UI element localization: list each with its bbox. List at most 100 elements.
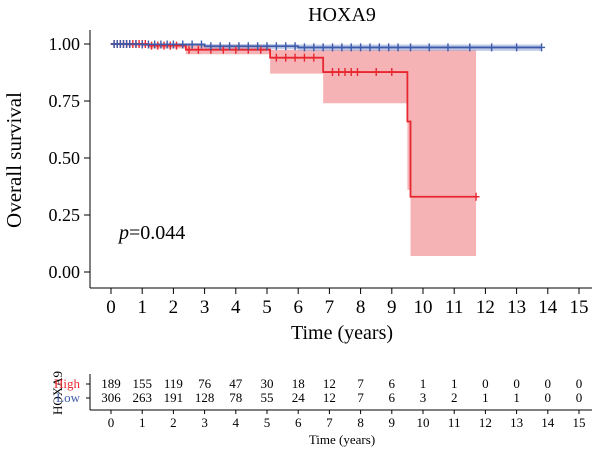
censor-mark-low	[425, 43, 433, 52]
censor-mark-low	[226, 42, 234, 51]
p-value-annotation: p=0.044	[117, 222, 185, 244]
censor-marks	[110, 40, 546, 201]
risk-time-label: 10	[417, 415, 430, 430]
x-tick-label: 5	[262, 297, 272, 318]
risk-count-high: 18	[292, 376, 305, 391]
censor-mark-high	[353, 68, 361, 77]
x-tick-label: 0	[106, 297, 116, 318]
censor-mark-high	[185, 45, 193, 54]
censor-mark-low	[272, 42, 280, 51]
risk-row-label-high: High	[54, 376, 81, 391]
x-tick-label: 3	[200, 297, 210, 318]
censor-mark-low	[151, 40, 159, 49]
censor-mark-high	[300, 53, 308, 62]
censor-mark-low	[244, 42, 252, 51]
risk-count-low: 3	[420, 390, 427, 405]
risk-count-high: 30	[261, 376, 274, 391]
x-tick-label: 15	[570, 297, 589, 318]
censor-mark-low	[144, 40, 152, 49]
risk-time-label: 5	[264, 415, 271, 430]
risk-count-low: 191	[164, 390, 184, 405]
censor-mark-low	[394, 43, 402, 52]
x-axis-label: Time (years)	[291, 322, 393, 344]
censor-mark-high	[291, 53, 299, 62]
x-ticks: 0 1 2 3 4 5 6 7 8 9 10 11 12 13 14 15	[106, 288, 589, 318]
risk-count-high: 0	[576, 376, 583, 391]
risk-count-low: 1	[482, 390, 489, 405]
censor-mark-low	[444, 43, 452, 52]
risk-count-high: 6	[389, 376, 396, 391]
censor-mark-low	[385, 43, 393, 52]
risk-time-label: 11	[448, 415, 461, 430]
risk-table: HOXA9 High 189 155 119 76 47 30 18 12 7 6 1 1 0 0 0 0Low…	[50, 371, 592, 447]
censor-mark-low	[488, 43, 496, 52]
risk-count-low: 0	[576, 390, 583, 405]
p-value: =0.044	[129, 222, 185, 244]
x-tick-label: 8	[356, 297, 366, 318]
censor-mark-low	[347, 43, 355, 52]
censor-mark-low	[538, 43, 546, 52]
risk-count-high: 12	[323, 376, 336, 391]
censor-mark-low	[216, 42, 224, 51]
censor-mark-high	[232, 45, 240, 54]
censor-mark-high	[160, 41, 168, 50]
censor-mark-high	[341, 68, 349, 77]
x-tick-label: 10	[414, 297, 433, 318]
x-tick-label: 6	[293, 297, 303, 318]
risk-count-low: 0	[545, 390, 552, 405]
censor-mark-low	[263, 42, 271, 51]
risk-count-high: 7	[357, 376, 364, 391]
p-label: p	[117, 222, 129, 244]
censor-mark-high	[347, 68, 355, 77]
censor-mark-high	[173, 41, 181, 50]
risk-table-times: 0 1 2 3 4 5 6 7 8 9 10 11 12 13 14 15	[108, 410, 586, 430]
censor-mark-low	[291, 42, 299, 51]
risk-time-label: 8	[357, 415, 364, 430]
risk-time-label: 4	[233, 415, 240, 430]
y-ticks: 0.00 0.25 0.50 0.75 1.00	[49, 34, 90, 282]
censor-mark-low	[513, 43, 521, 52]
risk-count-high: 1	[451, 376, 458, 391]
censor-mark-low	[157, 40, 165, 49]
censor-mark-low	[132, 40, 140, 48]
risk-count-low: 1	[513, 390, 520, 405]
risk-table-group-label: HOXA9	[50, 371, 65, 415]
censor-mark-high	[166, 41, 174, 50]
censor-mark-low	[254, 42, 262, 51]
censor-mark-low	[357, 43, 365, 52]
y-tick-label: 1.00	[49, 34, 81, 54]
censor-mark-low	[319, 43, 327, 52]
risk-time-label: 0	[108, 415, 115, 430]
censor-mark-low	[310, 43, 318, 52]
censor-mark-low	[163, 40, 171, 49]
censor-mark-high	[219, 45, 227, 54]
risk-table-x-label: Time (years)	[309, 432, 375, 447]
plot-area: 0 1 2 3 4 5 6 7 8 9 10 11 12 13 14 15 0.000.250.500.751…	[49, 30, 592, 318]
risk-count-high: 189	[101, 376, 121, 391]
risk-count-low: 24	[292, 390, 306, 405]
censor-mark-high	[388, 68, 396, 77]
risk-count-low: 128	[195, 390, 215, 405]
risk-count-high: 1	[420, 376, 427, 391]
x-tick-label: 1	[137, 297, 147, 318]
censor-mark-high	[329, 68, 337, 77]
risk-time-label: 13	[510, 415, 523, 430]
risk-time-label: 7	[326, 415, 333, 430]
censor-mark-low	[169, 40, 177, 49]
y-tick-label: 0.50	[49, 148, 81, 168]
x-tick-label: 7	[325, 297, 335, 318]
risk-count-low: 2	[451, 390, 458, 405]
censor-mark-high	[282, 53, 290, 62]
x-tick-label: 12	[476, 297, 495, 318]
risk-count-high: 76	[198, 376, 212, 391]
risk-count-high: 47	[229, 376, 243, 391]
x-tick-label: 13	[507, 297, 526, 318]
censor-mark-low	[235, 42, 243, 51]
risk-time-label: 12	[479, 415, 492, 430]
censor-mark-high	[257, 45, 265, 54]
risk-count-high: 0	[513, 376, 520, 391]
censor-mark-low	[338, 43, 346, 52]
risk-time-label: 15	[573, 415, 586, 430]
